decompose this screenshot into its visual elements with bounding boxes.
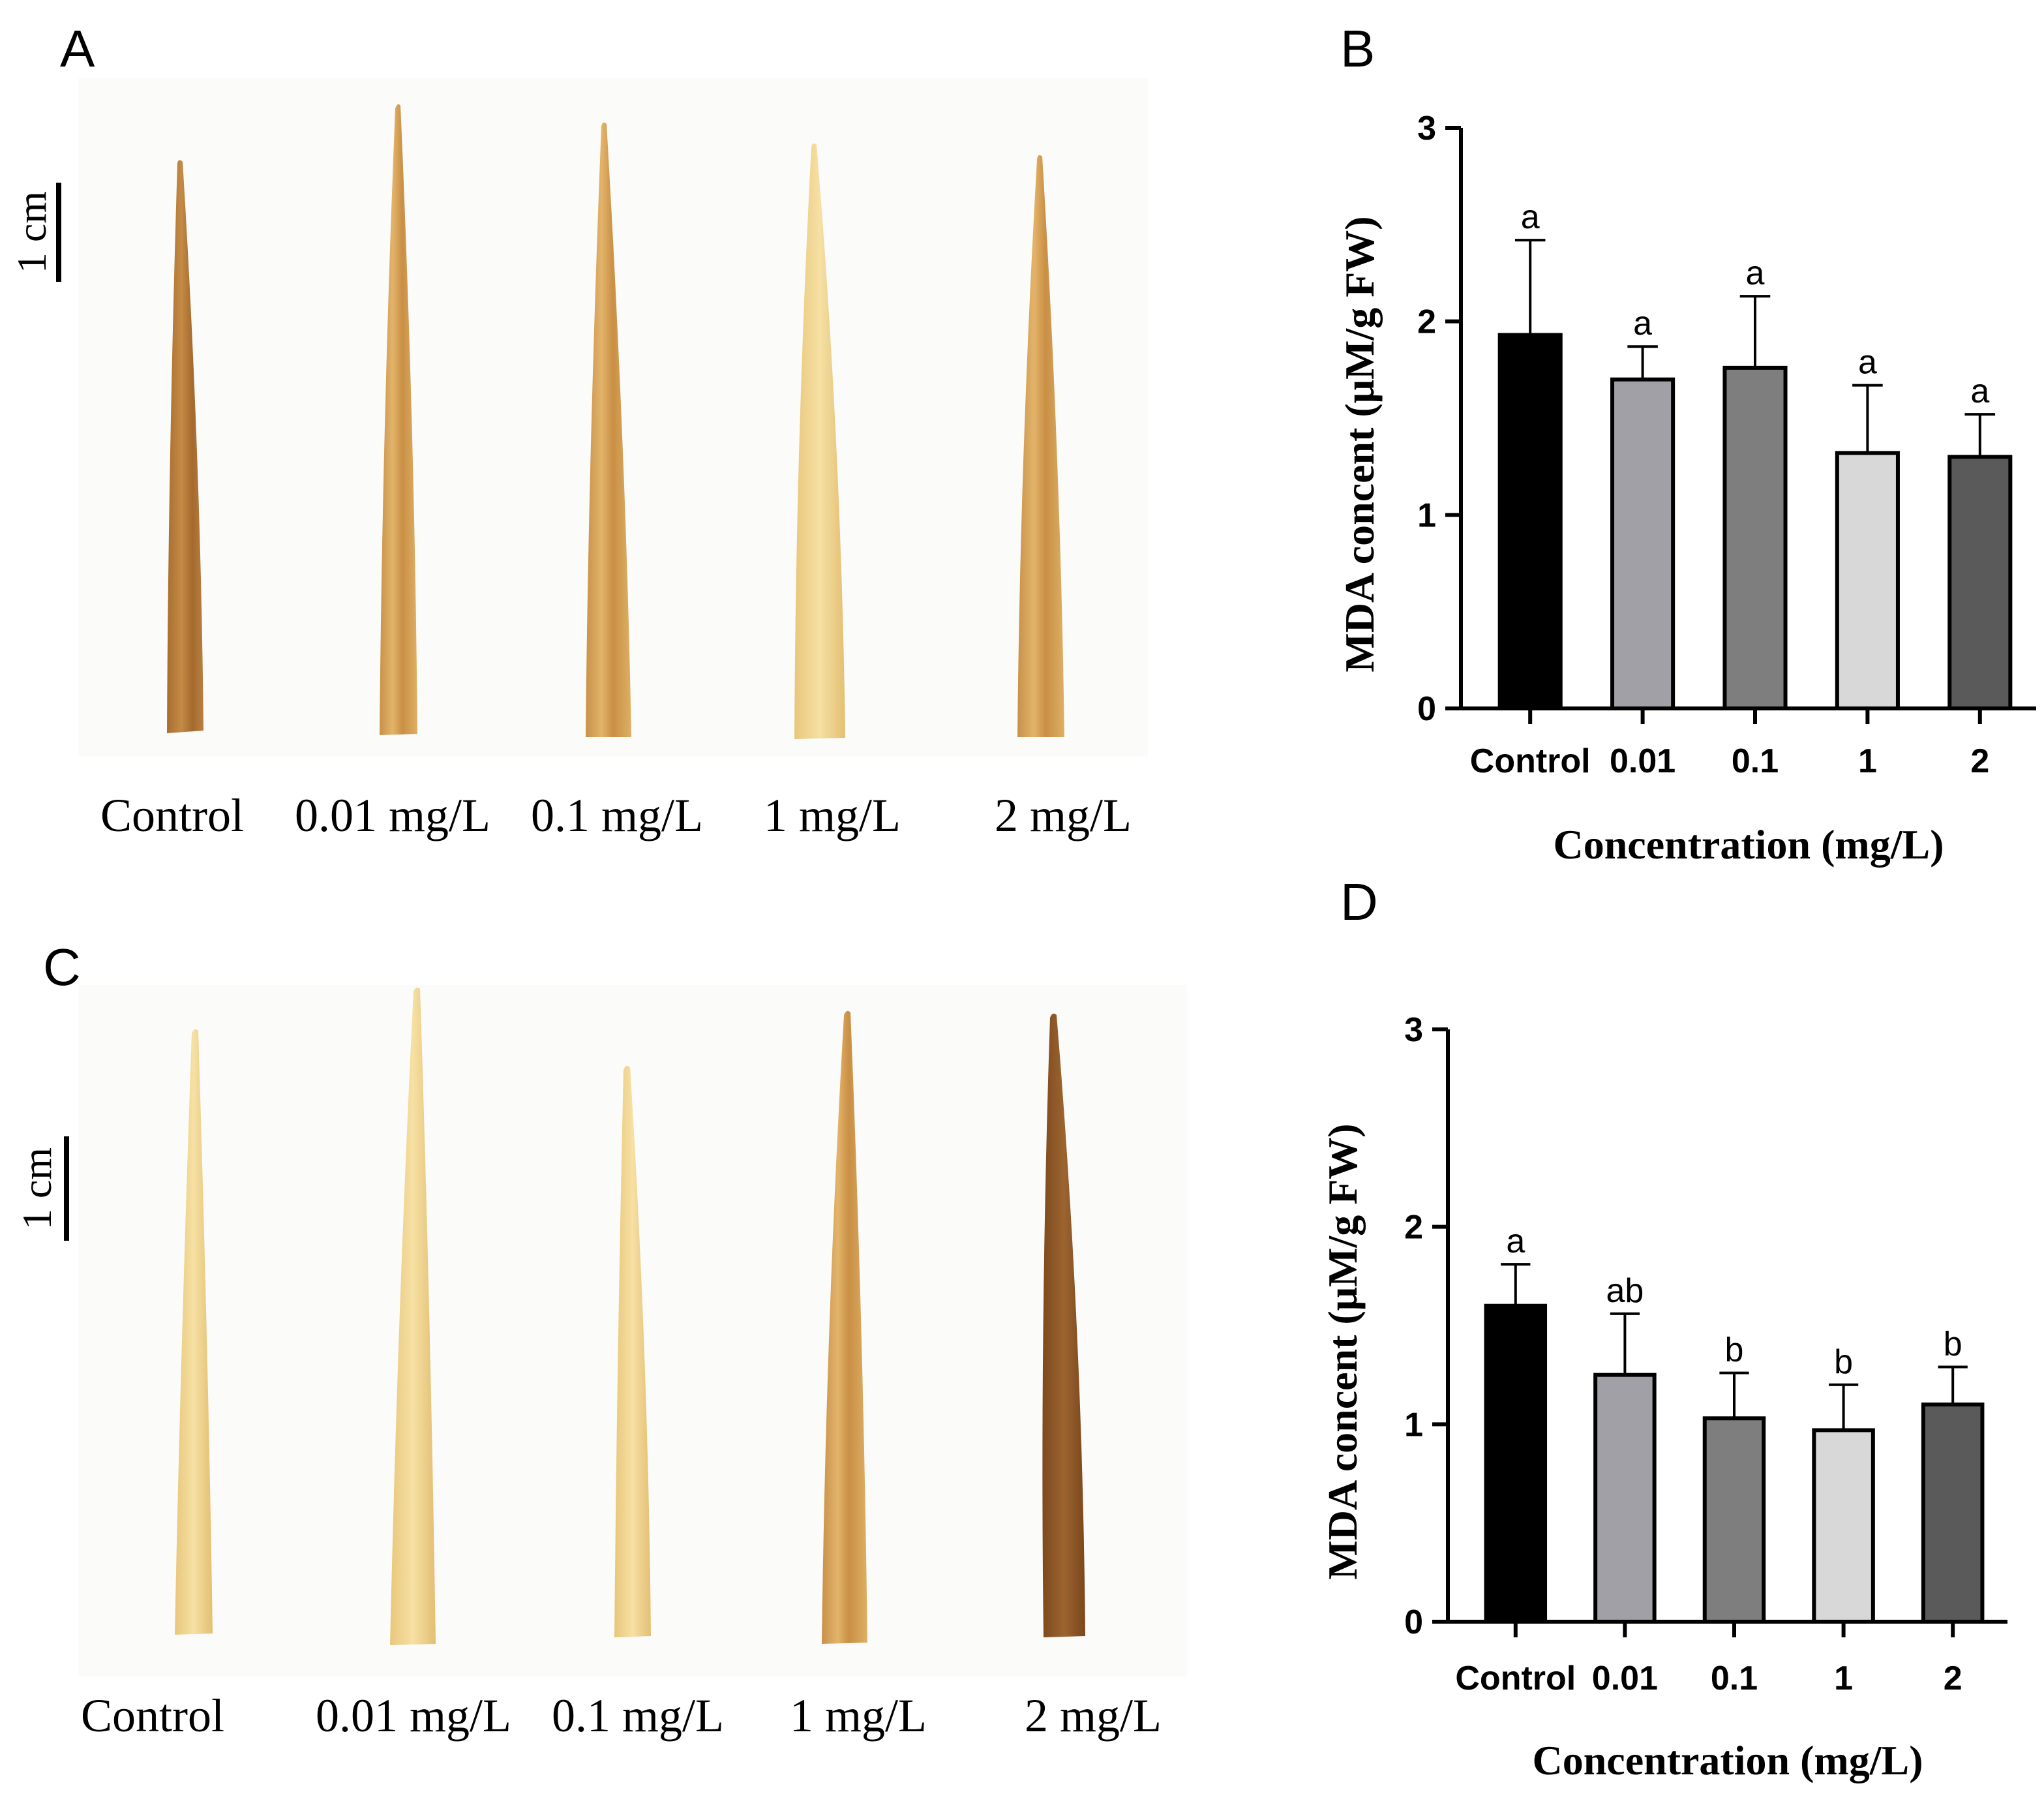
leaf-c-0-1 (614, 1065, 651, 1637)
scale-bar-c: 1 cm (14, 1136, 69, 1241)
chart-b: 0 1 2 3 a Control a 0.01 a 0.1 a 1 a 2 Concentration (… (1336, 110, 2036, 868)
photo-labels-c: Control 0.01 mg/L 0.1 mg/L 1 mg/L 2 mg/L (81, 1690, 1162, 1742)
chart-d: 0 1 2 3 a Control ab 0.01 b 0.1 b 1 b 2 Concentration … (1319, 1011, 2007, 1783)
y-tick-label: 0 (1404, 1603, 1423, 1641)
leaf-c-1 (822, 1010, 867, 1644)
label-a-1: 1 mg/L (764, 789, 901, 842)
y-tick-label: 0 (1417, 690, 1436, 728)
scale-bar-a: 1 cm (8, 183, 61, 282)
x-tick-label: Control (1470, 742, 1591, 780)
significance-label: a (1970, 372, 1989, 410)
bar (1921, 1403, 1985, 1624)
y-axis-title: MDA concent (μM/g FW) (1336, 216, 1383, 672)
panel-letter-d: D (1340, 873, 1378, 931)
x-tick-label: 2 (1944, 1660, 1962, 1697)
bar (1497, 333, 1563, 710)
label-a-2: 2 mg/L (995, 789, 1132, 842)
significance-label: a (1746, 254, 1765, 292)
leaf-a-0-1 (586, 122, 631, 737)
label-c-1: 1 mg/L (790, 1690, 927, 1742)
significance-label: ab (1606, 1272, 1644, 1310)
leaf-a-control (167, 160, 203, 733)
leaf-c-0-01 (390, 987, 436, 1645)
leaf-photo-a (167, 104, 1064, 739)
bar (1812, 1428, 1875, 1624)
y-axis-title: MDA concent (μM/g FW) (1319, 1123, 1366, 1579)
y-tick-label: 3 (1404, 1011, 1423, 1049)
photo-labels-a: Control 0.01 mg/L 0.1 mg/L 1 mg/L 2 mg/L (100, 789, 1132, 842)
scale-bar-a-label: 1 cm (8, 191, 55, 273)
leaf-photo-c (175, 987, 1085, 1645)
label-a-control: Control (100, 789, 244, 842)
y-tick-label: 3 (1417, 110, 1436, 147)
leaf-c-control (175, 1029, 213, 1635)
x-tick-label: 0.01 (1610, 742, 1676, 780)
bar (1947, 455, 2013, 710)
x-axis-title: Concentration (mg/L) (1553, 821, 1944, 868)
x-tick-label: 1 (1834, 1660, 1853, 1697)
x-tick-label: 0.1 (1711, 1660, 1758, 1697)
y-tick-label: 1 (1404, 1406, 1423, 1444)
label-a-0-1: 0.1 mg/L (531, 789, 703, 842)
x-tick-label: Control (1455, 1660, 1576, 1697)
bar (1610, 377, 1676, 711)
x-tick-label: 0.01 (1592, 1660, 1658, 1697)
significance-label: a (1506, 1222, 1525, 1260)
panel-letter-a: A (60, 20, 95, 78)
leaf-c-2 (1042, 1013, 1085, 1637)
significance-label: a (1858, 344, 1877, 382)
label-c-control: Control (81, 1690, 224, 1742)
bar (1722, 365, 1788, 710)
x-axis-title: Concentration (mg/L) (1532, 1737, 1923, 1783)
bar (1484, 1303, 1548, 1624)
significance-label: a (1633, 305, 1652, 342)
significance-label: b (1725, 1331, 1744, 1369)
panel-letter-b: B (1340, 20, 1375, 78)
significance-label: b (1944, 1326, 1962, 1363)
significance-label: b (1834, 1343, 1853, 1381)
panel-letter-c: C (43, 938, 81, 996)
label-a-0-01: 0.01 mg/L (295, 789, 490, 842)
significance-label: a (1521, 198, 1540, 236)
bar (1702, 1416, 1766, 1624)
leaf-a-0-01 (380, 104, 417, 735)
y-tick-label: 2 (1404, 1209, 1423, 1247)
x-tick-label: 2 (1970, 742, 1989, 780)
x-tick-label: 0.1 (1732, 742, 1779, 780)
label-c-0-01: 0.01 mg/L (316, 1690, 511, 1742)
bar (1593, 1373, 1657, 1624)
scale-bar-c-label: 1 cm (14, 1147, 60, 1230)
y-tick-label: 1 (1417, 496, 1436, 534)
x-tick-label: 1 (1858, 742, 1877, 780)
leaf-a-2 (1017, 155, 1064, 737)
label-c-2: 2 mg/L (1025, 1690, 1162, 1742)
leaf-a-1 (794, 143, 845, 739)
label-c-0-1: 0.1 mg/L (552, 1690, 724, 1742)
bar (1835, 451, 1900, 711)
y-tick-label: 2 (1417, 303, 1436, 341)
